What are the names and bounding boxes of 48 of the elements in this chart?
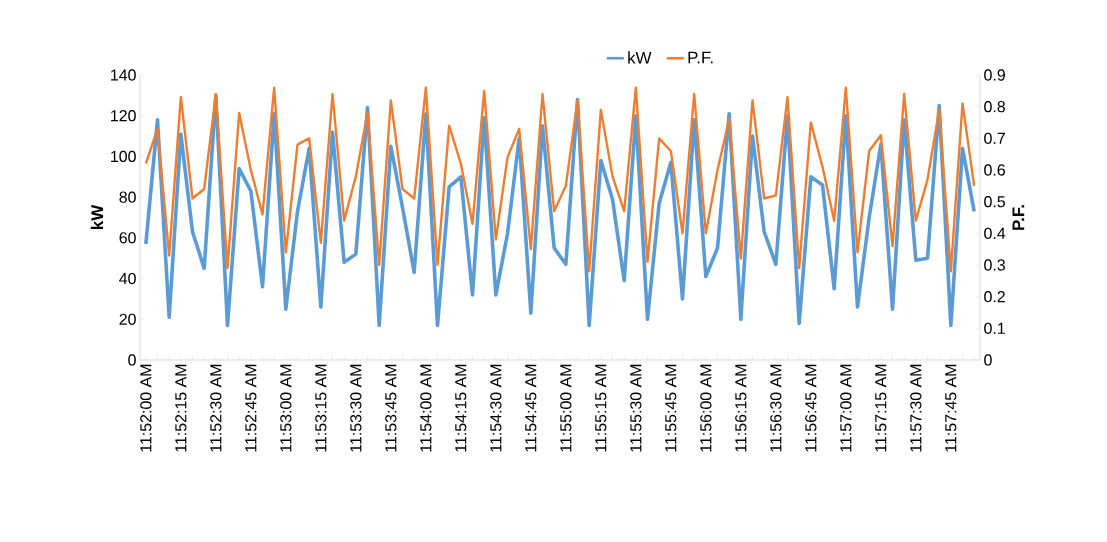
x-tick-label: 11:54:00 AM <box>420 364 432 452</box>
y-tick-label: 40 <box>119 272 136 285</box>
line-series <box>144 86 976 273</box>
y2-axis-title: P.F. <box>1012 205 1025 230</box>
y2-tick-label: 0.3 <box>984 259 1005 271</box>
x-tick-label: 11:54:30 AM <box>490 364 502 452</box>
legend-label: kW <box>628 51 652 64</box>
x-tick-label: 11:53:15 AM <box>315 364 327 452</box>
x-tick-label: 11:54:15 AM <box>455 364 467 452</box>
legend-label: P.F. <box>688 51 713 64</box>
x-tick-label: 11:53:45 AM <box>385 364 397 452</box>
y-tick-label: 60 <box>119 232 136 244</box>
x-tick-label: 11:55:15 AM <box>595 364 607 452</box>
y2-tick-label: 0 <box>984 354 992 366</box>
y-tick-label: 0 <box>128 354 136 366</box>
x-tick-label: 11:56:15 AM <box>735 364 747 452</box>
y2-tick-label: 0.5 <box>984 196 1006 208</box>
x-tick-label: 11:53:30 AM <box>350 364 362 452</box>
y2-tick-label: 0.9 <box>984 69 1005 81</box>
x-tick-label: 11:55:00 AM <box>560 364 572 452</box>
x-tick-label: 11:52:45 AM <box>245 364 257 452</box>
y-tick-label: 20 <box>119 313 136 325</box>
y2-tick-label: 0.8 <box>984 101 1005 113</box>
x-tick-label: 11:57:15 AM <box>875 364 887 452</box>
y2-tick-label: 0.6 <box>984 164 1005 176</box>
x-tick-label: 11:56:00 AM <box>700 364 712 452</box>
x-tick-label: 11:55:30 AM <box>630 364 642 452</box>
x-tick-label: 11:57:00 AM <box>840 364 852 452</box>
x-tick-label: 11:52:15 AM <box>175 364 187 452</box>
y-tick-label: 140 <box>111 69 136 81</box>
x-tick-label: 11:56:30 AM <box>770 364 782 452</box>
line-series <box>144 93 976 328</box>
x-tick-label: 11:53:00 AM <box>280 364 292 452</box>
x-tick-label: 11:57:45 AM <box>945 364 957 452</box>
x-tick-label: 11:54:45 AM <box>525 364 537 452</box>
x-tick-label: 11:52:30 AM <box>210 364 222 452</box>
y2-tick-label: 0.2 <box>984 291 1005 303</box>
y-tick-label: 100 <box>111 150 136 163</box>
x-tick-label: 11:52:00 AM <box>140 364 152 452</box>
y2-tick-label: 0.7 <box>984 132 1005 144</box>
y2-tick-label: 0.4 <box>984 227 1006 239</box>
x-tick-label: 11:56:45 AM <box>805 364 817 452</box>
y2-tick-label: 0.1 <box>984 322 1005 334</box>
y-tick-label: 120 <box>111 110 136 122</box>
y-axis-title: kW <box>90 204 104 230</box>
y-tick-label: 80 <box>119 191 136 203</box>
x-tick-label: 11:55:45 AM <box>665 364 677 452</box>
x-tick-label: 11:57:30 AM <box>910 364 922 452</box>
